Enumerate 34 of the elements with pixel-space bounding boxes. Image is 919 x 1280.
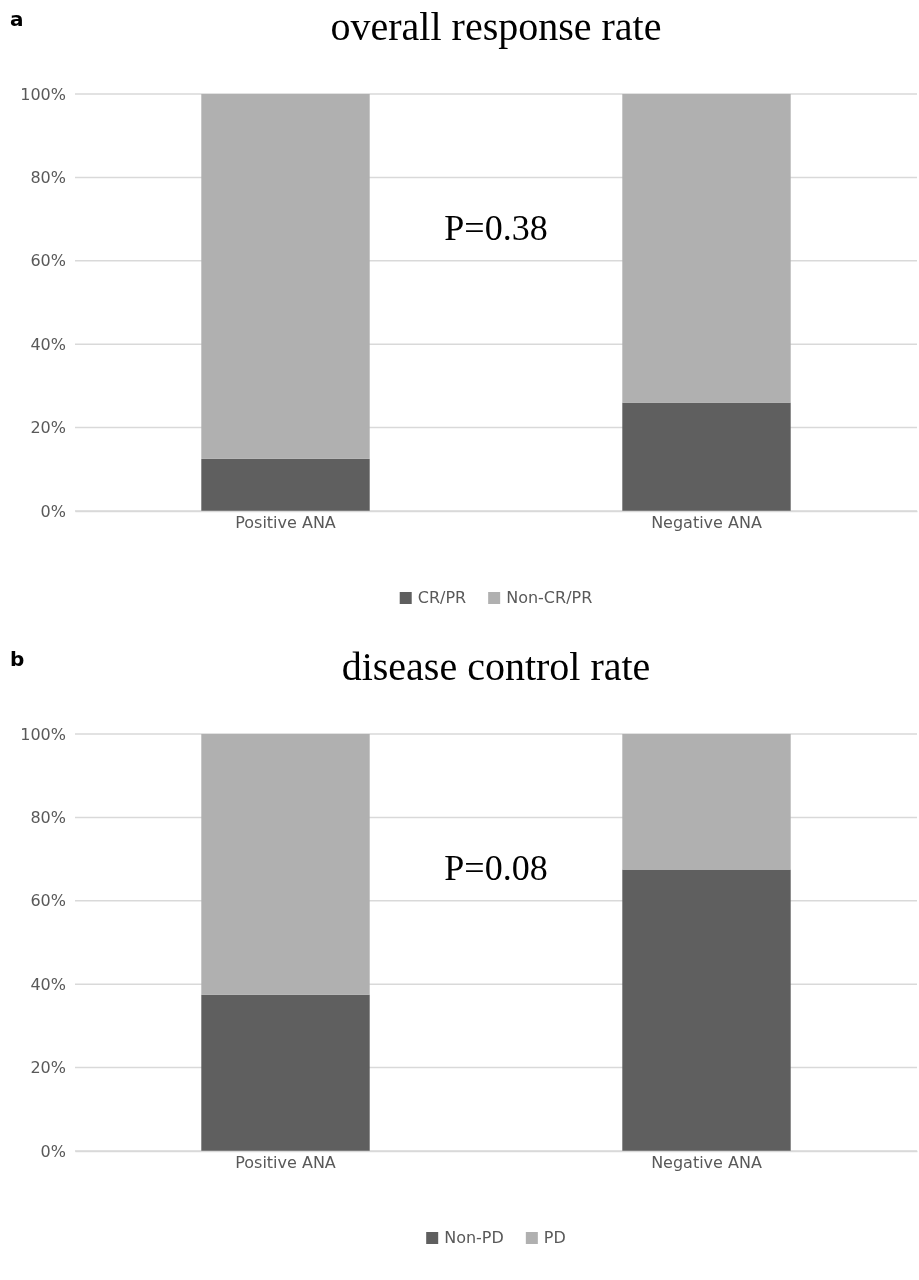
x-tick-label: Negative ANA <box>651 513 762 532</box>
chart-title: overall response rate <box>330 4 662 49</box>
y-tick-label: 0% <box>40 501 66 521</box>
bar <box>201 458 370 511</box>
x-tick-label: Negative ANA <box>651 1153 762 1172</box>
y-tick-label: 40% <box>30 974 66 994</box>
bar <box>622 402 791 511</box>
x-tick-label: Positive ANA <box>235 1153 336 1172</box>
y-tick-label: 60% <box>30 251 66 271</box>
y-tick-label: 20% <box>30 418 66 438</box>
annotation: P=0.08 <box>444 847 548 888</box>
legend-label: PD <box>543 1228 566 1247</box>
x-tick-label: Positive ANA <box>235 513 336 532</box>
y-tick-label: 0% <box>40 1141 66 1161</box>
y-tick-label: 60% <box>30 891 66 911</box>
legend-label: CR/PR <box>417 588 467 607</box>
y-tick-label: 80% <box>30 808 66 828</box>
y-tick-label: 20% <box>30 1058 66 1078</box>
text: b <box>10 647 25 671</box>
bar <box>201 994 370 1151</box>
bar <box>201 94 370 459</box>
bar <box>201 734 370 995</box>
legend-label: Non-PD <box>444 1228 504 1247</box>
y-tick-label: 100% <box>20 84 66 104</box>
annotation: P=0.38 <box>444 207 548 248</box>
legend-label: Non-CR/PR <box>506 588 593 607</box>
bar <box>622 869 791 1151</box>
text: a <box>10 7 24 31</box>
y-tick-label: 100% <box>20 724 66 744</box>
y-tick-label: 80% <box>30 168 66 188</box>
chart-title: disease control rate <box>341 644 651 689</box>
y-tick-label: 40% <box>30 334 66 354</box>
bar <box>622 734 791 870</box>
bar <box>622 94 791 403</box>
